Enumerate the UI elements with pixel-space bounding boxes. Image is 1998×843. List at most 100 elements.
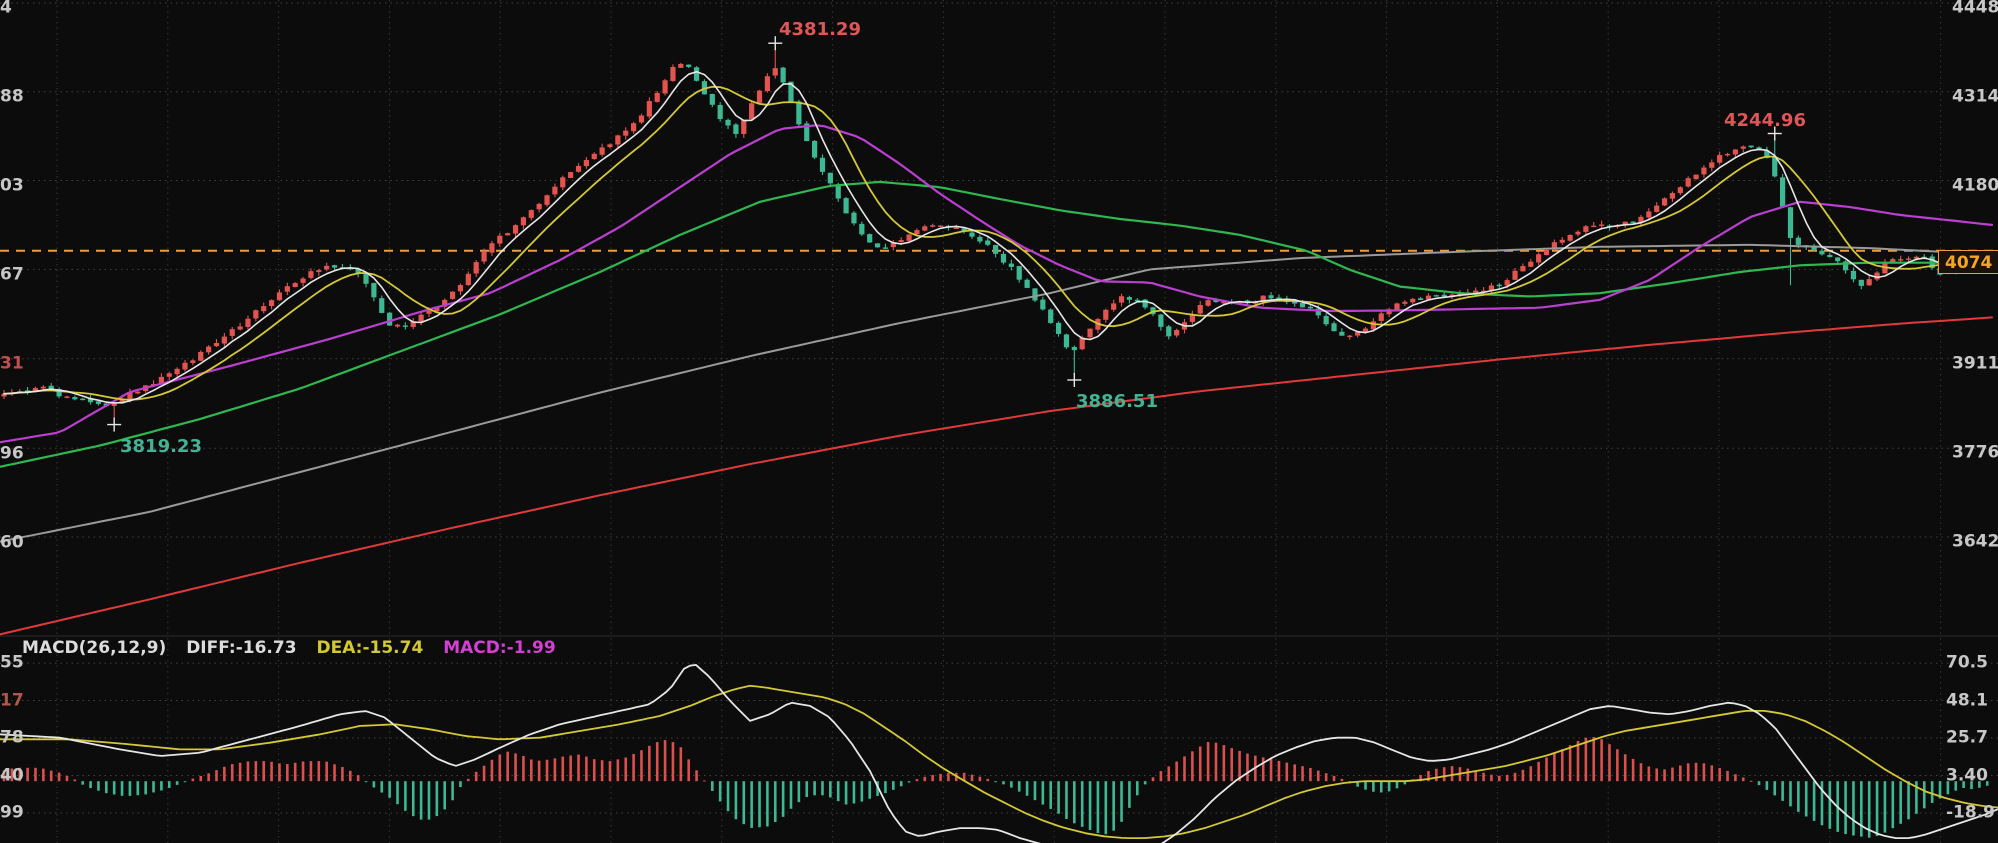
macd-hist-bar-up <box>1663 769 1666 782</box>
macd-hist-bar-down <box>805 781 809 798</box>
candle-body <box>1063 334 1070 348</box>
macd-hist-bar-down <box>907 781 911 783</box>
candle-body <box>1402 301 1408 304</box>
macd-hist-bar-down <box>1891 781 1895 829</box>
candle-body <box>1008 263 1014 267</box>
candle-body <box>1418 298 1424 301</box>
candle-body <box>1040 299 1046 310</box>
macd-hist-bar-up <box>254 761 258 782</box>
main-price-pane <box>0 0 1998 636</box>
candle-body <box>591 153 597 160</box>
macd-hist-bar-down <box>836 781 840 802</box>
macd-hist-bar-up <box>1332 775 1336 782</box>
macd-axis-tick: 3.40 <box>1946 765 1988 785</box>
macd-hist-bar-up <box>915 779 919 782</box>
macd-hist-bar-down <box>1985 781 1989 786</box>
candle-body <box>733 124 739 134</box>
candle-body <box>961 228 967 232</box>
candle-body <box>764 76 770 92</box>
candle-body <box>977 236 983 242</box>
macd-axis-tick-partial: 40 <box>0 765 24 785</box>
macd-hist-bar-down <box>1049 781 1053 809</box>
candle-body <box>1386 309 1392 315</box>
candle-body <box>1118 296 1125 303</box>
candle-body <box>1630 221 1636 223</box>
price-axis-tick: 4180 <box>1952 175 1998 196</box>
macd-hist-bar-up <box>923 776 927 782</box>
candle-body <box>481 251 487 262</box>
macd-hist-bar-down <box>175 781 179 785</box>
candle-body <box>1890 259 1896 263</box>
macd-hist-bar-down <box>1033 781 1037 801</box>
candle-body <box>717 105 723 120</box>
macd-hist-bar-up <box>1285 762 1289 782</box>
candle-body <box>1142 299 1148 308</box>
macd-hist-bar-up <box>1718 767 1721 782</box>
candle-body <box>434 306 440 312</box>
ma-line-green <box>0 180 1994 468</box>
macd-hist-bar-down <box>451 781 454 801</box>
macd-hist-bar-up <box>1584 737 1588 782</box>
macd-hist-bar-up <box>514 753 517 782</box>
macd-hist-bar-down <box>1844 781 1847 835</box>
candle-body <box>1709 162 1715 168</box>
macd-hist-bar-up <box>1293 764 1296 782</box>
candle-body <box>1787 207 1794 238</box>
macd-hist-bar-up <box>939 773 942 782</box>
price-axis-tick: 4448 <box>1952 0 1998 18</box>
macd-hist-bar-down <box>1010 781 1013 788</box>
macd-hist-bar-up <box>1151 777 1155 782</box>
macd-hist-bar-down <box>160 781 163 791</box>
macd-hist-bar-up <box>1474 770 1477 782</box>
macd-hist-bar-up <box>1340 778 1344 782</box>
candle-body <box>1496 284 1502 287</box>
candle-body <box>741 119 747 134</box>
macd-hist-bar-up <box>1324 773 1328 782</box>
macd-hist-bar-down <box>1073 781 1076 824</box>
macd-hist-bar-up <box>561 756 565 782</box>
macd-hist-bar-up <box>10 768 14 782</box>
macd-hist-bar-up <box>703 780 706 782</box>
candle-body <box>1260 295 1266 302</box>
candle-body <box>1772 157 1778 177</box>
macd-hist-bar-down <box>1041 781 1045 805</box>
candle-body <box>1126 297 1133 300</box>
macd-hist-bar-down <box>868 781 871 799</box>
candle-body <box>174 368 180 375</box>
candle-body <box>654 92 660 102</box>
macd-hist-bar-down <box>1080 781 1084 827</box>
candle-body <box>1756 147 1762 150</box>
macd-hist-bar-up <box>986 778 990 782</box>
macd-hist-bar-up <box>286 764 289 782</box>
macd-hist-bar-up <box>537 760 541 782</box>
candle-body <box>497 235 503 244</box>
macd-hist-bar-down <box>750 781 753 828</box>
candle-body <box>1213 299 1219 303</box>
candle-body <box>237 326 243 330</box>
macd-hist-bar-up <box>467 778 470 782</box>
macd-hist-bar-up <box>1616 749 1619 782</box>
candle-body <box>1606 225 1613 227</box>
macd-hist-bar-up <box>301 761 305 782</box>
candle-body <box>1638 216 1644 223</box>
macd-hist-bar-up <box>522 755 525 782</box>
macd-hist-bar-up <box>498 754 502 782</box>
candle-body <box>1355 332 1361 336</box>
macd-hist-bar-up <box>1553 753 1556 782</box>
candle-body <box>1087 328 1093 338</box>
macd-hist-bar-up <box>191 778 195 782</box>
candle-body <box>874 243 881 248</box>
macd-hist-bar-up <box>1671 767 1674 782</box>
candle-body <box>213 342 220 347</box>
macd-hist-bar-up <box>1301 766 1304 782</box>
candle-body <box>827 172 833 184</box>
macd-hist-bar-up <box>679 747 683 782</box>
macd-hist-bar-up <box>1631 758 1635 782</box>
candle-body <box>812 140 818 158</box>
macd-hist-bar-up <box>1513 772 1517 782</box>
candle-body <box>1732 149 1738 155</box>
macd-hist-bar-up <box>671 742 675 782</box>
macd-hist-bar-up <box>1741 777 1745 782</box>
